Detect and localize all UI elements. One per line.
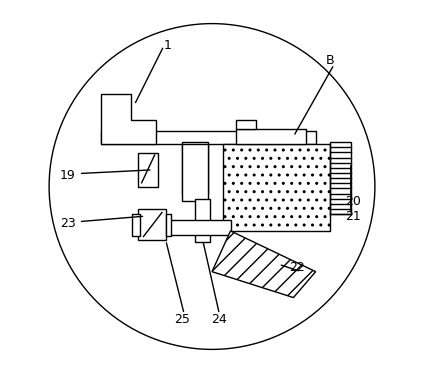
Text: 24: 24 [212,313,227,326]
Bar [138,209,166,240]
Text: 1: 1 [164,39,172,52]
Bar [138,153,158,186]
Bar [182,142,208,194]
Text: 22: 22 [289,261,305,275]
Text: 25: 25 [174,313,190,326]
Bar [101,131,315,144]
Bar [132,214,140,236]
Polygon shape [223,144,330,231]
Bar [195,200,210,242]
Bar [182,144,208,201]
Text: 20: 20 [345,195,361,208]
Polygon shape [101,94,156,144]
Bar [236,120,257,129]
Bar [167,220,231,235]
Text: 23: 23 [60,217,75,230]
Text: 19: 19 [60,169,75,182]
Polygon shape [212,231,315,298]
Bar [330,142,351,214]
Bar [236,129,307,144]
Text: B: B [326,54,335,67]
Text: 21: 21 [345,210,360,223]
Bar [166,214,171,236]
